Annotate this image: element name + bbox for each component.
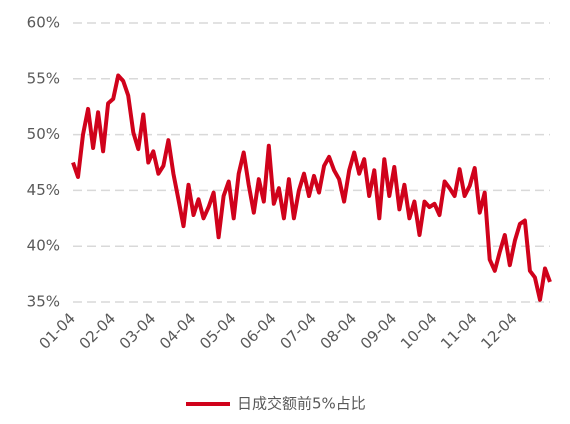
- x-tick-label: 03-04: [116, 309, 160, 353]
- y-tick-label: 45%: [27, 181, 60, 199]
- x-tick-label: 07-04: [276, 309, 320, 353]
- y-tick-label: 35%: [27, 293, 60, 311]
- x-tick-label: 10-04: [397, 309, 441, 353]
- x-tick-label: 12-04: [477, 309, 521, 353]
- x-tick-label: 09-04: [357, 309, 401, 353]
- y-tick-label: 40%: [27, 237, 60, 255]
- data-line: [71, 73, 552, 302]
- x-tick-label: 01-04: [35, 309, 79, 353]
- x-tick-label: 02-04: [76, 309, 120, 353]
- y-tick-label: 60%: [27, 14, 60, 32]
- x-tick-label: 06-04: [236, 309, 280, 353]
- y-tick-label: 55%: [27, 69, 60, 87]
- x-tick-label: 08-04: [317, 309, 361, 353]
- x-tick-label: 05-04: [196, 309, 240, 353]
- y-tick-label: 50%: [27, 125, 60, 143]
- x-tick-label: 04-04: [156, 309, 200, 353]
- legend-label: 日成交额前5%占比: [237, 395, 366, 413]
- x-tick-label: 11-04: [437, 309, 481, 353]
